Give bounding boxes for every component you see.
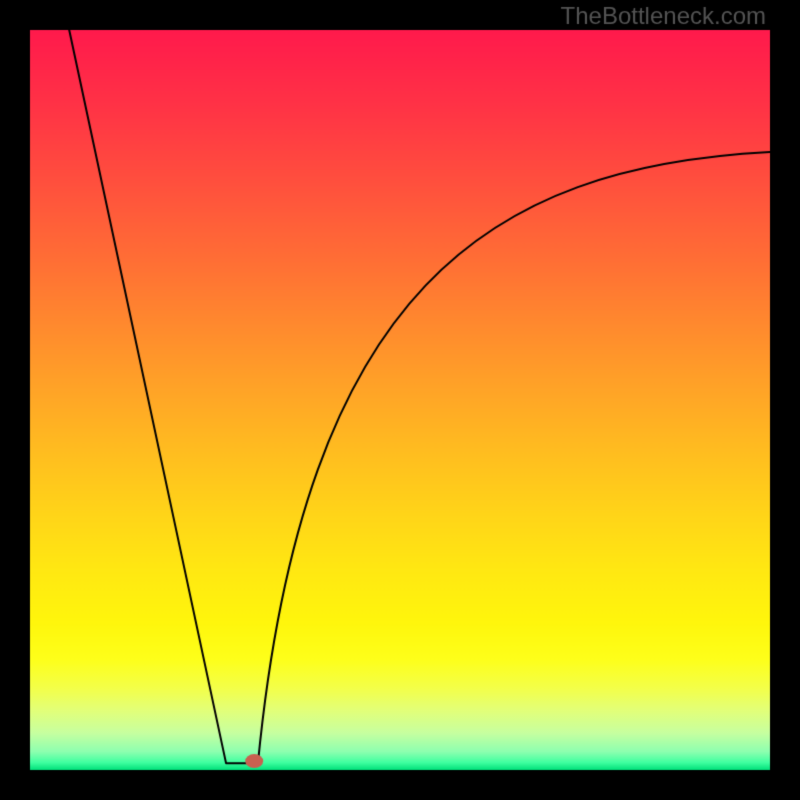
bottleneck-chart bbox=[0, 0, 800, 800]
